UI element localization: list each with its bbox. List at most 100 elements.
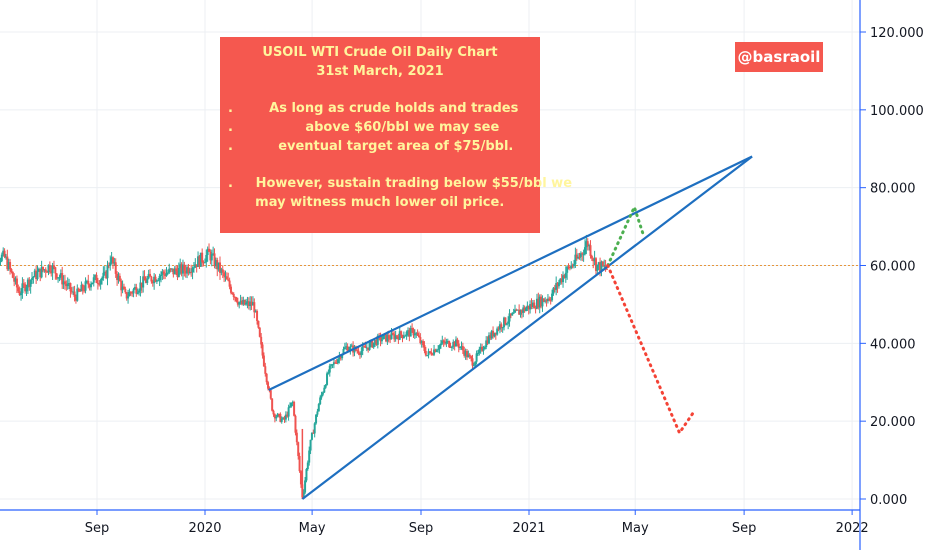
candle-body — [551, 293, 554, 301]
candle-body — [441, 340, 444, 344]
candle-body — [542, 298, 545, 302]
candle-body — [216, 260, 219, 270]
candle-body — [575, 254, 578, 259]
candle-body — [31, 278, 34, 280]
candle-body — [320, 394, 323, 398]
candle-body — [350, 345, 353, 347]
candle-body — [453, 341, 456, 347]
candle-body — [379, 335, 382, 342]
candle-body — [294, 415, 297, 433]
candle-body — [154, 276, 157, 282]
candle-body — [581, 253, 584, 255]
candle-body — [214, 260, 217, 267]
candle-body — [308, 450, 311, 463]
candle-body — [106, 265, 109, 279]
candle-body — [32, 276, 35, 279]
x-tick-label: May — [622, 521, 649, 536]
candle-body — [310, 432, 313, 440]
candle-body — [445, 341, 448, 344]
candle-body — [481, 346, 484, 351]
candle-body — [579, 253, 582, 257]
candle-body — [313, 423, 316, 434]
candle-body — [257, 320, 260, 328]
candle-body — [360, 350, 363, 355]
candle-body — [338, 355, 341, 360]
y-tick-label: 120.000 — [870, 26, 924, 41]
candle-body — [476, 352, 479, 354]
candle-body — [245, 302, 248, 305]
candle-body — [139, 282, 142, 291]
candle-body — [520, 310, 523, 313]
candle-body — [262, 355, 265, 367]
candle-body — [409, 328, 412, 337]
candle-body — [113, 262, 116, 264]
candle-body — [287, 407, 290, 417]
candle-body — [479, 346, 482, 350]
candle-body — [435, 350, 438, 352]
candle-body — [85, 280, 88, 282]
candle-body — [117, 275, 120, 281]
candle-body — [560, 278, 563, 283]
candle-body — [470, 356, 473, 359]
candle-body — [415, 333, 418, 335]
upper-trendline[interactable] — [268, 155, 753, 392]
candle-body — [566, 266, 569, 273]
candle-body — [149, 273, 152, 277]
candle-body — [220, 269, 223, 273]
candle-body — [582, 254, 585, 256]
candle-body — [361, 346, 364, 351]
candle-body — [564, 272, 567, 278]
candle-body — [297, 442, 300, 457]
candle-body — [291, 401, 294, 403]
candle-body — [284, 414, 287, 420]
candle-body — [269, 390, 272, 399]
candle-body — [574, 254, 577, 265]
candle-body — [326, 373, 329, 385]
candle-body — [114, 262, 117, 274]
candle-body — [72, 291, 75, 293]
candle-body — [387, 335, 390, 339]
candle-body — [497, 328, 500, 330]
candle-body — [160, 274, 163, 276]
candle-body — [509, 313, 512, 316]
candle-body — [242, 299, 245, 305]
handle-background — [735, 42, 823, 72]
x-tick-label: Sep — [732, 521, 757, 536]
candle-body — [94, 274, 97, 278]
candle-body — [452, 341, 455, 347]
bearish-projection[interactable] — [606, 264, 695, 436]
candle-body — [0, 260, 2, 262]
candle-body — [231, 292, 234, 294]
candle-body — [460, 346, 463, 348]
candle-body — [398, 331, 401, 340]
candle-body — [10, 269, 13, 272]
candle-body — [309, 439, 312, 451]
x-tick-label: Sep — [409, 521, 434, 536]
candle-body — [471, 358, 474, 366]
candle-body — [483, 347, 486, 350]
x-tick-label: 2021 — [512, 521, 545, 536]
candle-body — [417, 335, 420, 338]
candle-body — [90, 284, 93, 288]
candle-body — [62, 281, 65, 285]
candle-body — [305, 468, 308, 481]
candle-body — [240, 300, 243, 305]
candle-body — [223, 272, 226, 277]
candle-body — [128, 292, 131, 297]
candle-body — [500, 324, 503, 328]
candle-body — [29, 279, 32, 287]
candle-body — [7, 262, 10, 270]
candle-body — [430, 352, 433, 355]
candle-body — [175, 268, 178, 272]
candle-body — [127, 296, 130, 299]
candle-body — [439, 343, 442, 346]
candle-body — [234, 297, 237, 299]
candle-body — [162, 271, 165, 274]
candle-body — [157, 280, 160, 282]
bullish-projection[interactable] — [606, 202, 645, 267]
candle-body — [77, 288, 80, 291]
lower-trendline[interactable] — [301, 155, 753, 500]
candle-body — [109, 262, 112, 266]
x-axis-ticks: Sep 2020 May Sep 2021 May Sep 2022 — [85, 510, 869, 536]
